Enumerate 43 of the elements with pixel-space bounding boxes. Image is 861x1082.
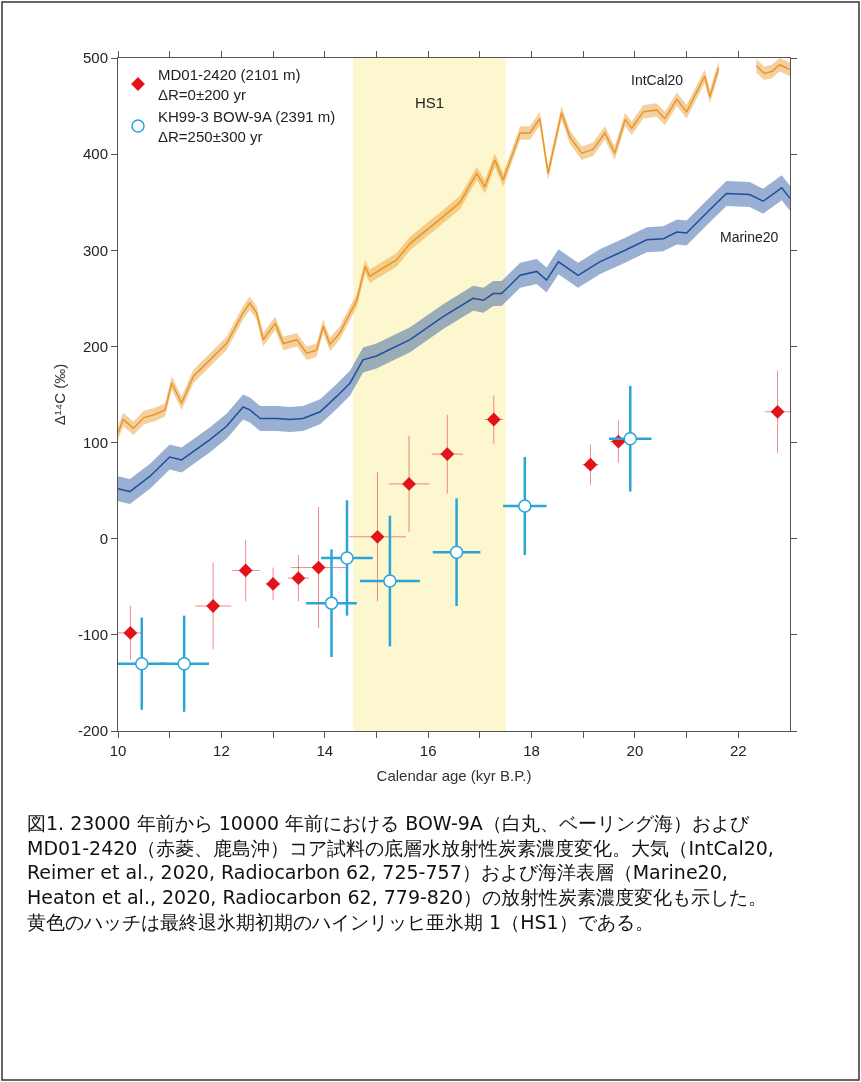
band-label: HS1 <box>415 94 445 111</box>
y-axis-title: Δ¹⁴C (‰) <box>51 363 69 426</box>
point <box>239 563 253 578</box>
point <box>340 551 354 565</box>
series-label: IntCal20 <box>631 72 684 88</box>
point <box>623 431 638 446</box>
x-tick-label: 10 <box>109 742 127 759</box>
y-tick-label: 300 <box>82 241 108 259</box>
y-tick-label: 400 <box>82 145 108 163</box>
y-tick-label: -100 <box>77 626 108 644</box>
caption: 図1. 23000 年前から 10000 年前における BOW-9A（白丸、ベーリング海）および MD01-2420（赤菱、鹿島沖）コア試料の底層水放射性炭素濃度変化。大気（IntCal20, Reimer et al., 2020, Radiocarbon 62, 725-757）および海洋表層（Marine20, Heaton et al., 2020, Radiocarbon 62, 779-820）の放射性炭素濃度変化も示した。黄色のハッチは最終退氷期初期のハインリッヒ亜氷期 1（HS1）である。 <box>27 812 774 933</box>
legend-label: KH99-3 BOW-9A (2391 m) ΔR=250±300 yr <box>158 108 336 145</box>
x-tick-label: 20 <box>626 742 644 759</box>
point <box>135 656 149 671</box>
point <box>177 656 191 671</box>
point <box>440 447 454 461</box>
y-tick-label: 0 <box>99 529 108 547</box>
x-tick-label: 14 <box>316 742 334 759</box>
y-tick-label: 100 <box>82 433 108 451</box>
point <box>383 574 397 588</box>
y-tick-label: -200 <box>77 722 108 740</box>
point <box>123 626 138 640</box>
point <box>311 560 326 575</box>
series-label: Marine20 <box>720 229 779 245</box>
x-tick-label: 16 <box>419 742 437 759</box>
point <box>370 530 385 544</box>
y-tick-label: 500 <box>82 49 108 67</box>
point <box>324 596 339 610</box>
legend-label: MD01-2420 (2101 m) ΔR=0±200 yr <box>158 66 301 103</box>
point <box>291 571 306 585</box>
point <box>487 412 501 427</box>
point <box>206 599 220 613</box>
point <box>402 477 416 491</box>
point <box>770 405 785 419</box>
x-tick-label: 12 <box>213 742 230 759</box>
point <box>266 577 280 591</box>
x-tick-label: 22 <box>729 742 747 759</box>
x-tick-label: 18 <box>523 742 540 759</box>
point <box>449 545 464 559</box>
x-axis-title: Calendar age (kyr B.P.) <box>376 767 532 784</box>
point <box>518 499 532 513</box>
y-tick-label: 200 <box>82 337 108 355</box>
point <box>583 458 598 472</box>
